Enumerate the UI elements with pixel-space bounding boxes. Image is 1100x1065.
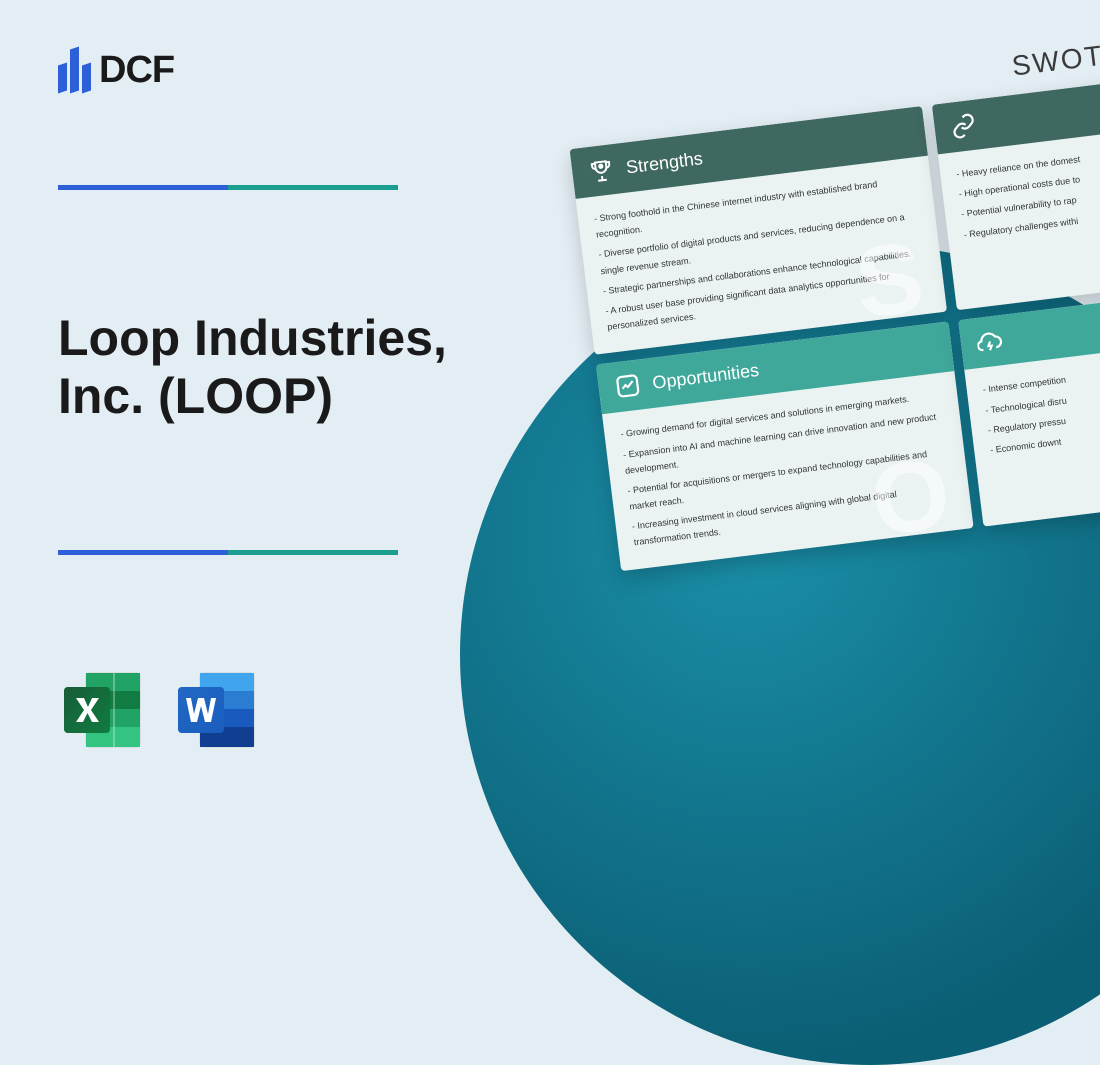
swot-card-title: Strengths xyxy=(625,148,704,178)
logo-bars-icon xyxy=(58,48,91,92)
growth-icon xyxy=(613,372,642,401)
file-icons xyxy=(58,665,262,755)
logo-text: DCF xyxy=(99,49,174,92)
divider-bottom xyxy=(58,550,398,555)
swot-card-opportunities: Opportunities - Growing demand for digit… xyxy=(596,322,974,571)
swot-card-weaknesses: - Heavy reliance on the domest - High op… xyxy=(932,62,1100,311)
storm-icon xyxy=(976,327,1005,356)
chain-icon xyxy=(949,112,978,141)
swot-card-threats: - Intense competition - Technological di… xyxy=(958,277,1100,526)
excel-icon xyxy=(58,665,148,755)
page-title: Loop Industries, Inc. (LOOP) xyxy=(58,310,478,425)
swot-card-strengths: Strengths - Strong foothold in the Chine… xyxy=(569,106,947,355)
word-icon xyxy=(172,665,262,755)
dcf-logo: DCF xyxy=(58,48,174,92)
divider-top xyxy=(58,185,398,190)
trophy-icon xyxy=(587,156,616,185)
swot-card-title: Opportunities xyxy=(651,360,760,394)
swot-diagram: SWOT ANALYSIS Strengths - Strong foothol… xyxy=(564,18,1100,571)
